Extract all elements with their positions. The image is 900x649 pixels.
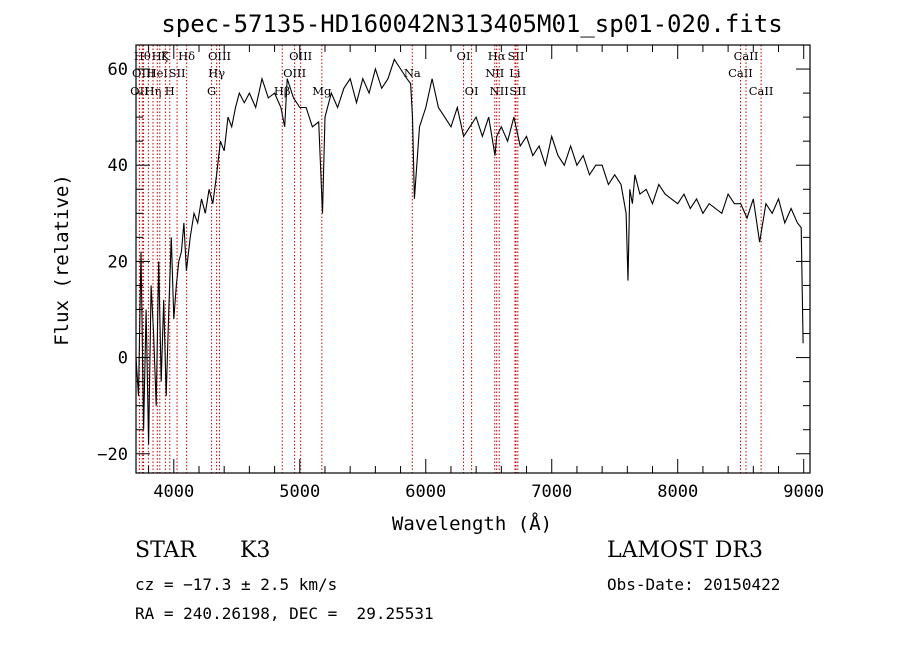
line-marker-label: Hδ [178,49,195,63]
line-marker-label: G [207,84,216,98]
line-marker-label: OI [457,49,471,63]
line-marker-label: Hη [145,84,162,98]
line-marker-label: H [165,84,175,98]
y-tick-label: −20 [97,445,128,465]
coordinates-readout: RA = 240.26198, DEC = 29.25531 [135,604,434,623]
line-marker-label: CaII [749,84,774,98]
line-marker-label: K [161,49,170,63]
line-marker-label: Hζ [152,49,168,63]
chart-title: spec-57135-HD160042N313405M01_sp01-020.f… [161,10,782,38]
x-tick-label: 8000 [657,482,698,502]
y-tick-label: 0 [118,349,128,369]
line-marker-label: NII [490,84,509,98]
object-class: STAR [135,538,196,563]
y-tick-label: 40 [108,156,128,176]
line-marker-label: SII [507,49,524,63]
line-marker-label: Hγ [208,66,225,80]
observation-date: Obs-Date: 20150422 [607,575,781,594]
line-marker-label: OI [465,84,479,98]
x-tick-label: 9000 [783,482,824,502]
line-markers: OIIHθOIIIHηHeIHζKHSIIHδGHγOIIIHβOIIIOIII… [130,45,773,473]
axis-ticks: 4000 5000 6000 7000 8000 9000 −20 0 20 40 60 [97,45,824,502]
x-tick-label: 7000 [531,482,572,502]
object-subclass: K3 [240,538,271,563]
line-marker-label: Mg [312,84,332,98]
line-marker-label: NII [485,66,504,80]
line-marker-label: CaII [728,66,753,80]
plot-frame [135,44,811,474]
spectrum-line [135,58,804,445]
y-axis-label: Flux (relative) [51,174,73,346]
line-marker-label: Hα [488,49,506,63]
line-marker-label: SII [509,84,526,98]
survey-name: LAMOST DR3 [607,538,763,563]
line-marker-label: CaII [734,49,759,63]
x-tick-label: 5000 [279,482,320,502]
line-marker-label: Li [509,66,521,80]
x-tick-label: 6000 [405,482,446,502]
line-marker-label: SII [169,66,186,80]
line-marker-label: Hβ [274,84,291,98]
y-tick-label: 20 [108,252,128,272]
x-tick-label: 4000 [153,482,194,502]
line-marker-label: HeI [147,66,168,80]
y-tick-label: 60 [108,60,128,80]
line-marker-label: Na [404,66,421,80]
redshift-readout: cz = −17.3 ± 2.5 km/s [135,575,338,594]
line-marker-label: OIII [289,49,312,63]
line-marker-label: OIII [283,66,306,80]
line-marker-label: Hθ [134,49,151,63]
x-axis-label: Wavelength (Å) [392,512,552,535]
line-marker-label: OIII [208,49,231,63]
